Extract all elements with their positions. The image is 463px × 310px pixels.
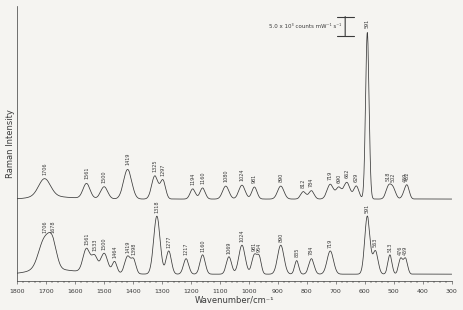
Text: 1325: 1325 [152, 159, 157, 172]
Text: 1194: 1194 [190, 172, 195, 185]
Text: 1500: 1500 [102, 170, 106, 183]
Text: 5.0 x 10³ counts mW⁻¹ s⁻¹: 5.0 x 10³ counts mW⁻¹ s⁻¹ [269, 24, 341, 29]
Text: 784: 784 [309, 246, 314, 255]
Text: 719: 719 [328, 238, 333, 248]
Text: 1500: 1500 [102, 237, 106, 250]
Text: 890: 890 [278, 173, 283, 182]
Text: 629: 629 [354, 173, 359, 182]
Text: 1706: 1706 [42, 162, 47, 175]
Text: 1160: 1160 [200, 239, 205, 252]
Text: 1464: 1464 [112, 246, 117, 258]
Text: 459: 459 [403, 173, 408, 182]
Text: 1277: 1277 [166, 235, 171, 248]
Text: 812: 812 [301, 178, 306, 188]
Text: 1069: 1069 [226, 241, 232, 254]
Text: 662: 662 [344, 169, 349, 178]
Text: 591: 591 [365, 19, 370, 29]
Text: 1160: 1160 [200, 171, 205, 184]
Text: 890: 890 [278, 233, 283, 242]
Text: 1318: 1318 [154, 200, 159, 213]
Text: 1080: 1080 [223, 170, 228, 182]
Text: 1419: 1419 [125, 153, 130, 165]
Text: 1678: 1678 [50, 221, 55, 233]
Text: 784: 784 [309, 177, 314, 187]
Text: 964: 964 [257, 243, 262, 252]
Text: 1398: 1398 [131, 243, 136, 255]
Text: 1561: 1561 [84, 232, 89, 245]
Text: 1561: 1561 [84, 167, 89, 179]
Text: 1217: 1217 [184, 243, 188, 255]
Text: 1024: 1024 [239, 229, 244, 242]
Text: 1533: 1533 [92, 239, 97, 251]
Text: 563: 563 [373, 238, 378, 247]
Text: 1706: 1706 [42, 221, 47, 233]
Text: 518: 518 [386, 171, 391, 181]
Text: 981: 981 [252, 241, 257, 251]
Text: 1419: 1419 [125, 240, 130, 253]
Text: 502: 502 [391, 173, 395, 182]
Text: 1024: 1024 [239, 169, 244, 181]
Text: 513: 513 [388, 242, 393, 252]
Text: 835: 835 [294, 248, 299, 257]
Y-axis label: Raman Intensity: Raman Intensity [6, 109, 14, 178]
Text: 719: 719 [328, 171, 333, 180]
X-axis label: Wavenumber/cm⁻¹: Wavenumber/cm⁻¹ [195, 295, 274, 304]
Text: 476: 476 [398, 245, 403, 255]
Text: 452: 452 [405, 172, 410, 181]
Text: 690: 690 [336, 174, 341, 183]
Text: 591: 591 [365, 203, 370, 213]
Text: 981: 981 [252, 174, 257, 183]
Text: 459: 459 [403, 246, 408, 255]
Text: 1297: 1297 [161, 163, 165, 175]
